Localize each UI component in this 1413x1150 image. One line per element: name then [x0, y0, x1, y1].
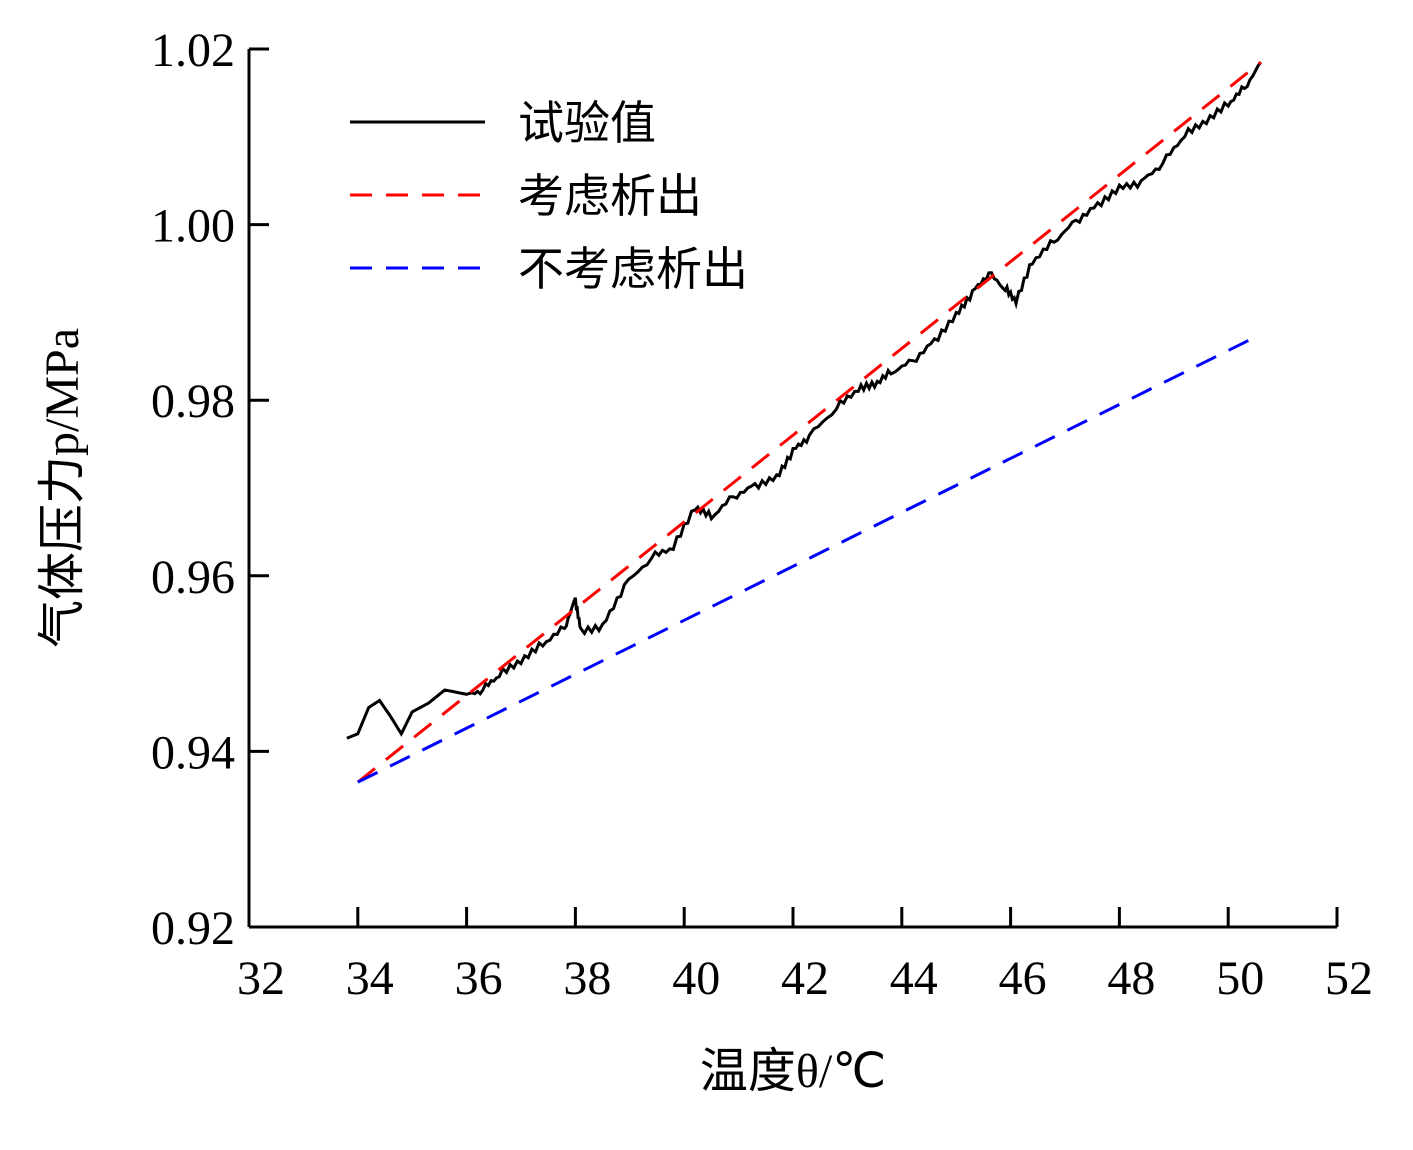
- y-tick-label: 0.92: [151, 902, 235, 955]
- axes: 32 34 36 38 40 42 44 46 48 50 52 0.92 0.94 0.96 0.98 1.…: [151, 24, 1373, 1005]
- series-group: [346, 60, 1263, 784]
- x-tick-label: 52: [1325, 952, 1373, 1005]
- x-tick-label: 48: [1107, 952, 1155, 1005]
- x-tick-label: 44: [890, 952, 938, 1005]
- series-line-2: [357, 333, 1262, 784]
- x-tick-label: 46: [999, 952, 1047, 1005]
- y-tick-label: 1.02: [151, 24, 235, 77]
- x-tick-label: 42: [781, 952, 829, 1005]
- x-tick-label: 38: [563, 952, 611, 1005]
- x-axis-label: 温度θ/℃: [700, 1045, 886, 1098]
- x-tick-label: 40: [672, 952, 720, 1005]
- legend-label-0: 试验值: [518, 98, 656, 149]
- series-line-1: [356, 60, 1262, 784]
- legend-label-1: 考虑析出: [518, 171, 702, 222]
- y-tick-label: 1.00: [151, 200, 235, 253]
- legend-label-2: 不考虑析出: [518, 244, 748, 295]
- x-tick-label: 36: [455, 952, 503, 1005]
- x-tick-label: 50: [1216, 952, 1264, 1005]
- y-tick-label: 0.96: [151, 551, 235, 604]
- y-tick-label: 0.98: [151, 375, 235, 428]
- y-tick-label: 0.94: [151, 726, 235, 779]
- x-tick-label: 32: [237, 952, 285, 1005]
- x-tick-label: 34: [346, 952, 394, 1005]
- y-axis-label: 气体压力p/MPa: [36, 328, 89, 648]
- series-line-0: [346, 61, 1263, 740]
